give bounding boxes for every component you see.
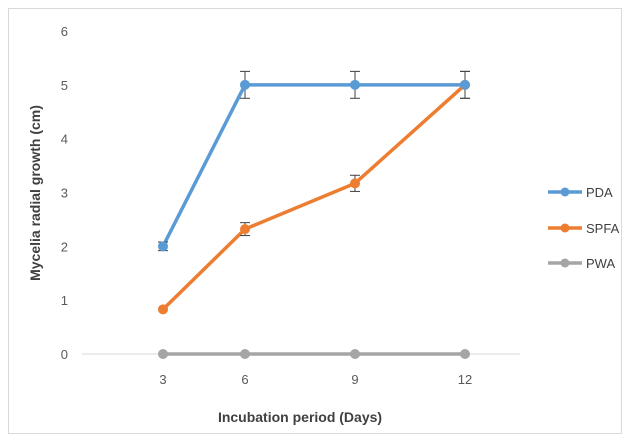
legend-marker (560, 223, 570, 233)
pda-line (161, 83, 465, 248)
x-tick-label: 6 (241, 372, 248, 387)
x-tick-label: 9 (351, 372, 358, 387)
spfa-line (161, 83, 467, 311)
series-pda (158, 70, 470, 252)
series-layer (158, 70, 470, 359)
y-tick-label: 5 (61, 78, 68, 93)
pwa-point (240, 349, 250, 359)
pwa-point (350, 349, 360, 359)
spfa-point (158, 304, 168, 315)
x-axis-ticks: 3 6 9 12 (159, 372, 472, 387)
legend-label: PDA (586, 185, 613, 200)
series-pwa (158, 349, 470, 359)
spfa-point (350, 178, 360, 189)
legend: PDA SPFA PWA (548, 185, 620, 271)
pda-point (158, 241, 168, 252)
spfa-point (240, 224, 250, 235)
pwa-point (460, 349, 470, 359)
y-tick-label: 4 (61, 132, 68, 147)
y-tick-label: 0 (61, 347, 68, 362)
legend-marker (560, 258, 570, 268)
series-spfa (158, 70, 470, 315)
x-tick-label: 12 (458, 372, 472, 387)
x-tick-label: 3 (159, 372, 166, 387)
legend-item-pda: PDA (548, 185, 613, 200)
legend-marker (560, 187, 570, 197)
y-tick-label: 3 (61, 186, 68, 201)
legend-item-pwa: PWA (548, 256, 615, 271)
chart-frame (8, 8, 622, 434)
y-tick-label: 2 (61, 239, 68, 254)
legend-label: PWA (586, 256, 615, 271)
pda-point (350, 79, 360, 90)
y-tick-label: 6 (61, 24, 68, 39)
x-axis-title: Incubation period (Days) (218, 409, 382, 425)
legend-item-spfa: SPFA (548, 221, 620, 236)
pda-point (460, 79, 470, 90)
y-axis-ticks: 0 1 2 3 4 5 6 (61, 24, 68, 362)
y-tick-label: 1 (61, 293, 68, 308)
legend-label: SPFA (586, 221, 620, 236)
y-axis-title: Mycelia radial growth (cm) (27, 105, 43, 281)
pda-point (240, 79, 250, 90)
pwa-point (158, 349, 168, 359)
